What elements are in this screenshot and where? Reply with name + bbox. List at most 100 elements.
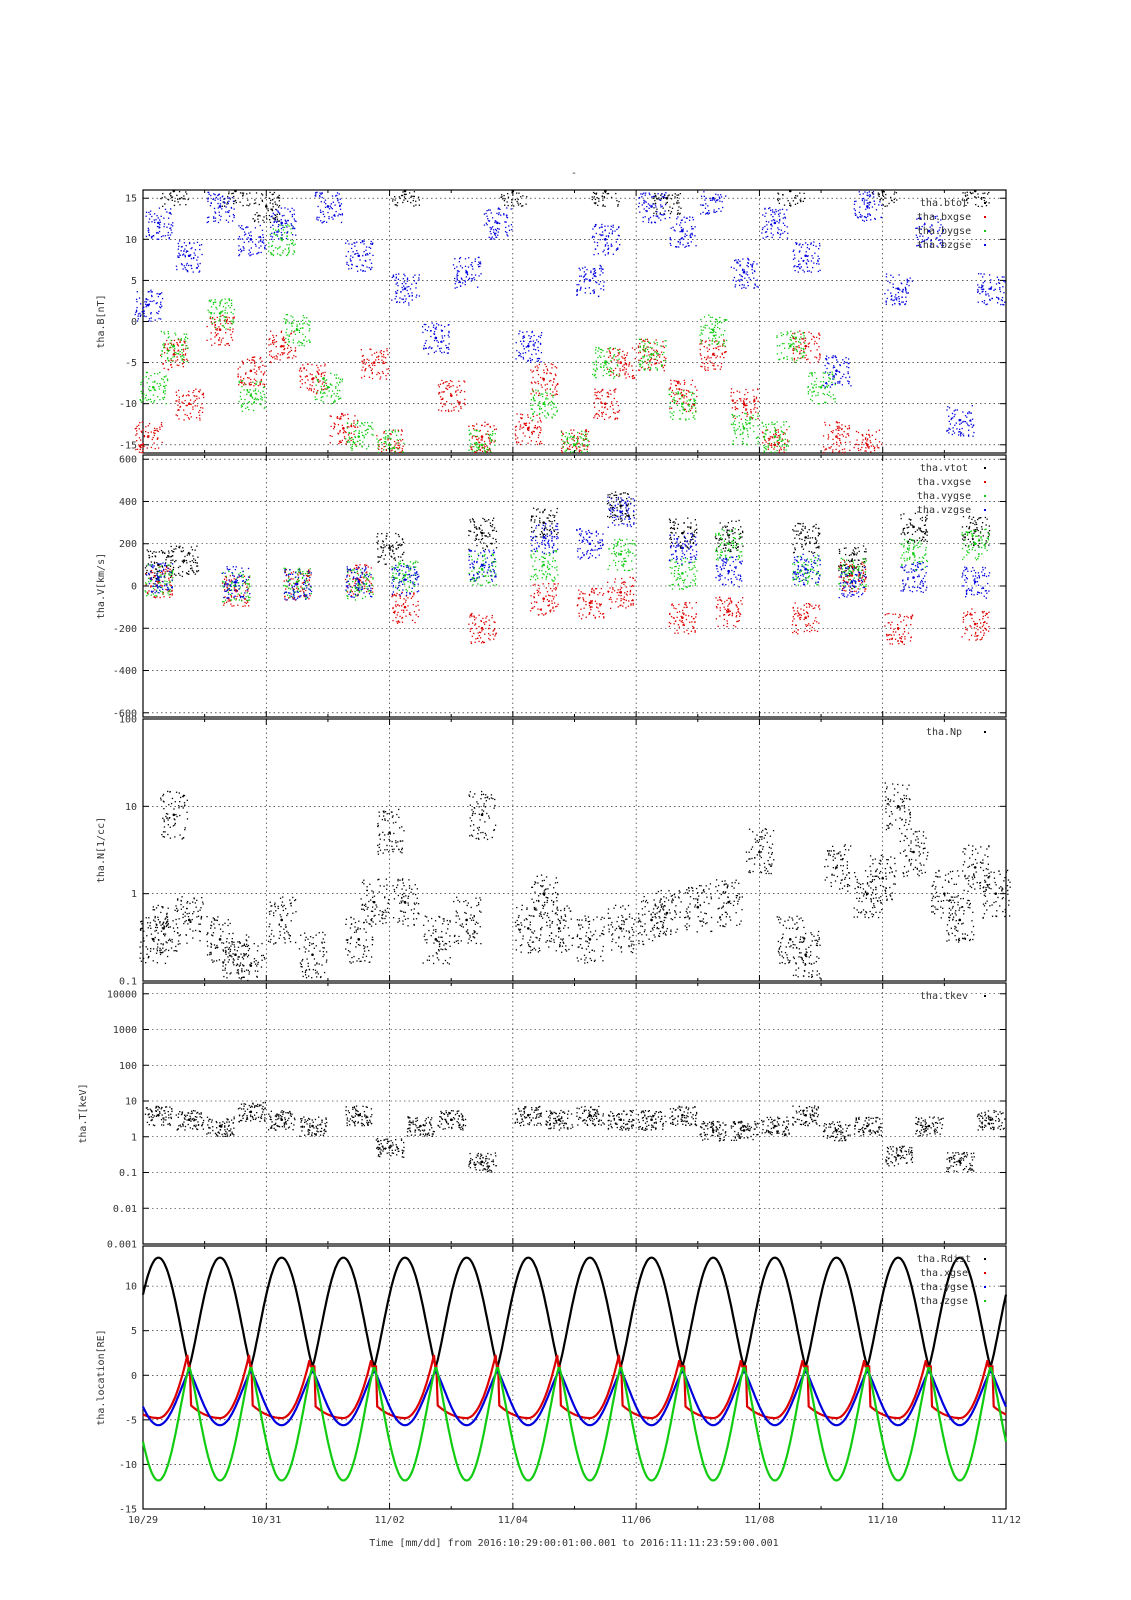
data-point <box>828 380 830 383</box>
data-point <box>254 365 256 367</box>
data-point <box>328 216 330 218</box>
data-point <box>339 397 341 400</box>
data-point <box>740 398 742 400</box>
data-point <box>595 346 597 349</box>
data-point <box>595 232 597 235</box>
data-point <box>526 427 530 430</box>
data-point <box>827 438 829 440</box>
data-point <box>349 258 352 260</box>
data-point <box>476 450 479 452</box>
data-point <box>136 306 138 309</box>
data-point <box>773 448 775 450</box>
data-point <box>511 205 513 207</box>
data-point <box>597 204 599 207</box>
data-point <box>166 339 168 342</box>
data-point <box>180 246 183 248</box>
data-point <box>822 372 824 374</box>
data-point <box>493 238 495 240</box>
data-point <box>182 350 185 352</box>
data-point <box>511 192 513 194</box>
data-point <box>606 242 608 244</box>
data-point <box>249 254 251 257</box>
data-point <box>618 358 620 360</box>
data-point <box>641 196 643 198</box>
data-point <box>158 388 160 390</box>
data-point <box>744 412 746 415</box>
data-point <box>264 365 266 367</box>
data-point <box>712 364 714 367</box>
data-point <box>539 419 542 422</box>
data-point <box>845 436 847 438</box>
data-point <box>551 408 553 410</box>
data-point <box>475 429 477 432</box>
data-point <box>763 445 765 447</box>
data-point <box>290 232 293 234</box>
data-point <box>294 220 296 222</box>
data-point <box>601 268 603 270</box>
data-point <box>339 198 341 200</box>
data-point <box>215 196 217 199</box>
data-point <box>403 189 407 193</box>
data-point <box>595 413 597 415</box>
data-point <box>812 335 814 338</box>
data-point <box>520 417 523 420</box>
data-point <box>223 326 226 328</box>
data-point <box>716 323 719 325</box>
data-point <box>641 366 644 368</box>
data-point <box>724 345 726 347</box>
data-point <box>676 380 678 383</box>
data-point <box>323 385 325 388</box>
data-point <box>536 339 538 341</box>
data-point <box>799 341 801 344</box>
data-point <box>226 201 229 203</box>
data-point <box>237 368 239 370</box>
data-point <box>575 449 577 452</box>
data-point <box>884 205 886 207</box>
data-point <box>714 211 716 213</box>
data-point <box>654 362 656 364</box>
data-point <box>158 227 160 229</box>
data-point <box>259 392 262 394</box>
data-point <box>649 193 651 196</box>
data-point <box>401 448 403 450</box>
data-point <box>539 431 541 434</box>
data-point <box>856 439 858 441</box>
data-point <box>232 321 235 324</box>
data-point <box>365 433 367 435</box>
data-point <box>769 438 771 440</box>
data-point <box>613 397 615 400</box>
data-point <box>690 233 692 235</box>
data-point <box>183 359 186 361</box>
data-point <box>271 193 273 196</box>
data-point <box>515 429 517 431</box>
data-point <box>780 352 783 354</box>
data-point <box>476 449 478 452</box>
data-point <box>263 407 265 409</box>
data-point <box>687 245 690 247</box>
data-point <box>686 396 688 398</box>
data-point <box>741 423 744 425</box>
data-point <box>463 391 466 393</box>
data-point <box>342 427 345 430</box>
data-point <box>182 394 185 396</box>
data-point <box>757 412 759 415</box>
data-point <box>539 336 542 339</box>
data-point <box>229 198 231 200</box>
data-point <box>177 349 180 351</box>
data-point <box>258 203 260 206</box>
data-point <box>961 199 964 201</box>
data-point <box>160 384 162 386</box>
data-point <box>547 398 549 400</box>
data-point <box>369 366 371 369</box>
data-point <box>650 356 652 359</box>
data-point <box>396 447 399 449</box>
data-point <box>459 265 462 267</box>
data-point <box>136 425 138 428</box>
data-point <box>181 197 183 199</box>
data-point <box>223 198 225 200</box>
data-point <box>341 213 343 215</box>
data-point <box>176 400 178 402</box>
data-point <box>610 243 613 245</box>
data-point <box>193 395 195 397</box>
data-point <box>715 357 717 359</box>
